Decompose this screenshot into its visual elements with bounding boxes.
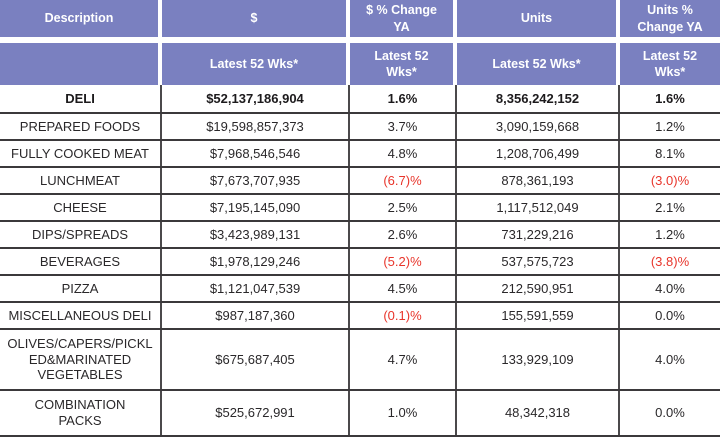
units-cell: 8,356,242,152: [455, 85, 618, 112]
units-change-cell: 8.1%: [618, 141, 720, 166]
units-cell: 133,929,109: [455, 330, 618, 389]
dollar-change-cell: (5.2)%: [348, 249, 455, 274]
column-header-units: Units: [457, 0, 616, 37]
column-header-units-pct-change: Units % Change YA: [620, 0, 720, 37]
units-cell: 3,090,159,668: [455, 114, 618, 139]
units-change-cell: 1.6%: [618, 85, 720, 112]
table-row-combination-packs: COMBINATION PACKS $525,672,991 1.0% 48,3…: [0, 389, 720, 435]
description-cell: DELI: [65, 90, 95, 106]
table-row-cheese: CHEESE $7,195,145,090 2.5% 1,117,512,049…: [0, 193, 720, 220]
description-cell: LUNCHMEAT: [40, 172, 120, 188]
units-cell: 155,591,559: [455, 303, 618, 328]
units-change-cell: 0.0%: [618, 391, 720, 435]
table-row-deli: DELI $52,137,186,904 1.6% 8,356,242,152 …: [0, 85, 720, 112]
table-row-dips-spreads: DIPS/SPREADS $3,423,989,131 2.6% 731,229…: [0, 220, 720, 247]
description-cell: FULLY COOKED MEAT: [11, 145, 149, 161]
units-cell: 731,229,216: [455, 222, 618, 247]
subheader-latest-52-wks-dollar-pct: Latest 52 Wks*: [350, 43, 453, 85]
dollars-cell: $7,968,546,546: [160, 141, 348, 166]
table-row-pizza: PIZZA $1,121,047,539 4.5% 212,590,951 4.…: [0, 274, 720, 301]
dollar-change-cell: 2.5%: [348, 195, 455, 220]
dollars-cell: $525,672,991: [160, 391, 348, 435]
dollar-change-cell: 4.7%: [348, 330, 455, 389]
dollars-cell: $7,673,707,935: [160, 168, 348, 193]
dollars-cell: $675,687,405: [160, 330, 348, 389]
description-cell: PIZZA: [61, 280, 99, 296]
description-cell: DIPS/SPREADS: [31, 226, 129, 242]
units-change-cell: 4.0%: [618, 330, 720, 389]
dollars-cell: $19,598,857,373: [160, 114, 348, 139]
dollars-cell: $1,121,047,539: [160, 276, 348, 301]
units-change-cell: (3.0)%: [618, 168, 720, 193]
dollar-change-cell: 4.5%: [348, 276, 455, 301]
units-change-cell: 0.0%: [618, 303, 720, 328]
column-header-dollars: $: [162, 0, 346, 37]
description-cell: CHEESE: [53, 199, 107, 215]
units-change-cell: 1.2%: [618, 222, 720, 247]
dollar-change-cell: (0.1)%: [348, 303, 455, 328]
table-header-row-2: Latest 52 Wks* Latest 52 Wks* Latest 52 …: [0, 43, 720, 85]
units-cell: 537,575,723: [455, 249, 618, 274]
units-cell: 48,342,318: [455, 391, 618, 435]
table-row-lunchmeat: LUNCHMEAT $7,673,707,935 (6.7)% 878,361,…: [0, 166, 720, 193]
units-cell: 1,208,706,499: [455, 141, 618, 166]
subheader-latest-52-wks-dollars: Latest 52 Wks*: [162, 43, 346, 85]
table-row-olives-capers-pickled-marinated-vegetables: OLIVES/CAPERS/PICKL ED&MARINATED VEGETAB…: [0, 328, 720, 389]
units-cell: 1,117,512,049: [455, 195, 618, 220]
subheader-blank: [0, 43, 158, 85]
dollar-change-cell: 3.7%: [348, 114, 455, 139]
table-row-fully-cooked-meat: FULLY COOKED MEAT $7,968,546,546 4.8% 1,…: [0, 139, 720, 166]
dollar-change-cell: (6.7)%: [348, 168, 455, 193]
column-header-dollar-pct-change: $ % Change YA: [350, 0, 453, 37]
dollars-cell: $3,423,989,131: [160, 222, 348, 247]
table-row-miscellaneous-deli: MISCELLANEOUS DELI $987,187,360 (0.1)% 1…: [0, 301, 720, 328]
units-change-cell: 4.0%: [618, 276, 720, 301]
dollars-cell: $52,137,186,904: [160, 85, 348, 112]
subheader-latest-52-wks-units-pct: Latest 52 Wks*: [620, 43, 720, 85]
description-cell: MISCELLANEOUS DELI: [8, 307, 152, 323]
table-row-prepared-foods: PREPARED FOODS $19,598,857,373 3.7% 3,09…: [0, 112, 720, 139]
units-change-cell: (3.8)%: [618, 249, 720, 274]
dollar-change-cell: 2.6%: [348, 222, 455, 247]
description-cell: OLIVES/CAPERS/PICKL ED&MARINATED VEGETAB…: [7, 335, 153, 383]
units-change-cell: 1.2%: [618, 114, 720, 139]
dollar-change-cell: 1.0%: [348, 391, 455, 435]
dollar-change-cell: 1.6%: [348, 85, 455, 112]
description-cell: COMBINATION PACKS: [34, 397, 126, 428]
dollar-change-cell: 4.8%: [348, 141, 455, 166]
description-cell: PREPARED FOODS: [19, 118, 141, 134]
table-body: DELI $52,137,186,904 1.6% 8,356,242,152 …: [0, 85, 720, 437]
dollars-cell: $1,978,129,246: [160, 249, 348, 274]
table-header-row-1: Description $ $ % Change YA Units Units …: [0, 0, 720, 37]
units-cell: 878,361,193: [455, 168, 618, 193]
units-cell: 212,590,951: [455, 276, 618, 301]
column-header-description: Description: [0, 0, 158, 37]
subheader-latest-52-wks-units: Latest 52 Wks*: [457, 43, 616, 85]
units-change-cell: 2.1%: [618, 195, 720, 220]
description-cell: BEVERAGES: [39, 253, 121, 269]
dollars-cell: $987,187,360: [160, 303, 348, 328]
dollars-cell: $7,195,145,090: [160, 195, 348, 220]
table-row-beverages: BEVERAGES $1,978,129,246 (5.2)% 537,575,…: [0, 247, 720, 274]
